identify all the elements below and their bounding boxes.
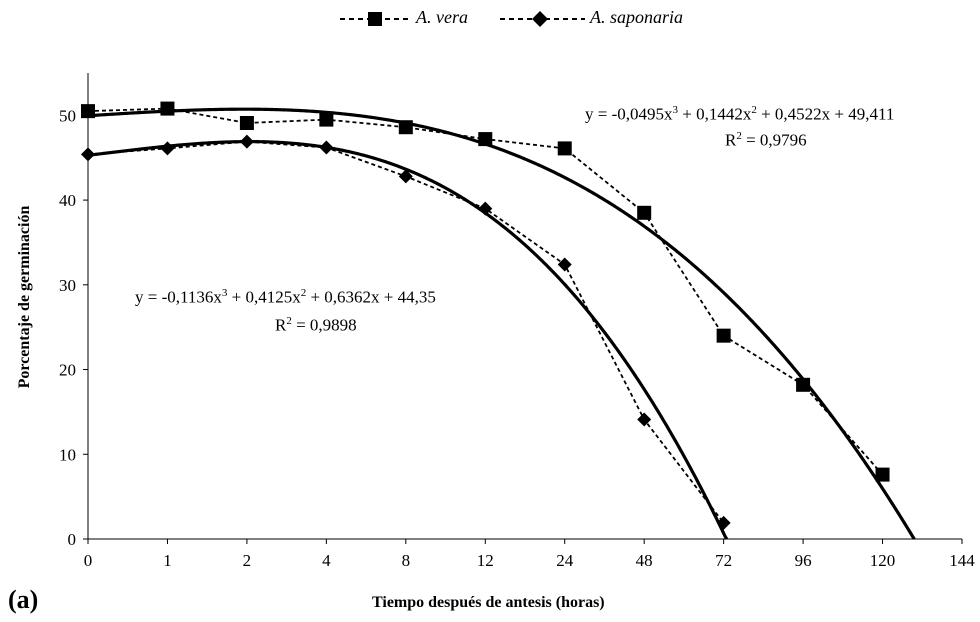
x-tick-label: 72 <box>715 551 732 570</box>
fit-curve-saponaria <box>87 139 729 540</box>
r2-vera: R2 = 0,9796 <box>725 130 807 151</box>
equation-vera-part3: + 0,4522x + 49,411 <box>756 104 895 124</box>
y-tick-label: 0 <box>68 530 77 549</box>
y-tick-label: 40 <box>59 191 76 210</box>
equation-saponaria-sup2: 2 <box>300 287 307 299</box>
x-tick-label: 1 <box>163 551 172 570</box>
point-saponaria <box>478 201 493 216</box>
equation-vera-part2: + 0,1442x <box>678 104 752 124</box>
x-tick-label: 96 <box>795 551 812 570</box>
equation-saponaria-part1: y = -0,1136x <box>135 287 222 307</box>
point-saponaria <box>319 140 334 155</box>
x-tick-label: 4 <box>322 551 331 570</box>
point-vera <box>81 104 95 119</box>
fit-curve-vera <box>87 107 916 540</box>
legend-label-vera: A. vera <box>416 7 468 27</box>
y-tick-label: 30 <box>59 276 76 295</box>
point-saponaria <box>239 134 254 149</box>
point-vera <box>478 132 493 147</box>
point-saponaria <box>398 169 413 184</box>
x-tick-label: 0 <box>84 551 93 570</box>
legend-marker-square <box>368 12 382 26</box>
y-axis-label: Porcentaje de germinación <box>16 205 33 389</box>
panel-label: (a) <box>8 585 39 614</box>
x-tick-label: 48 <box>636 551 653 570</box>
x-tick-label: 8 <box>402 551 411 570</box>
point-vera <box>160 101 175 116</box>
point-vera <box>319 112 334 127</box>
r2-saponaria: R2 = 0,9898 <box>275 315 357 336</box>
fit-curves <box>87 107 916 540</box>
y-tick-label: 10 <box>59 445 76 464</box>
legend-marker-diamond <box>532 11 548 27</box>
point-vera <box>637 205 652 220</box>
r2-vera-value: = 0,9796 <box>741 130 807 150</box>
equation-saponaria-sup3: 3 <box>221 287 228 299</box>
data-series <box>81 101 890 530</box>
r2-vera-label: R <box>725 130 737 150</box>
point-vera <box>557 141 572 156</box>
x-tick-label: 2 <box>243 551 252 570</box>
y-tick-label: 50 <box>59 106 76 125</box>
point-saponaria <box>81 147 95 162</box>
point-vera <box>875 467 890 482</box>
r2-saponaria-label: R <box>275 315 287 335</box>
x-tick-label: 120 <box>870 551 896 570</box>
point-vera <box>796 377 811 392</box>
x-axis-label: Tiempo después de antesis (horas) <box>372 594 605 611</box>
r2-saponaria-value: = 0,9898 <box>291 315 357 335</box>
equation-vera-part1: y = -0,0495x <box>585 104 673 124</box>
point-saponaria <box>637 412 652 427</box>
point-vera <box>716 328 731 343</box>
equation-saponaria: y = -0,1136x3 + 0,4125x2 + 0,6362x + 44,… <box>135 287 436 308</box>
legend: A. vera A. saponaria <box>340 6 700 32</box>
equation-saponaria-part3: + 0,6362x + 44,35 <box>306 287 436 307</box>
y-tick-label: 20 <box>59 361 76 380</box>
point-vera <box>398 120 413 135</box>
x-tick-label: 24 <box>556 551 574 570</box>
point-vera <box>239 115 254 130</box>
r2-saponaria-sup: 2 <box>286 315 292 327</box>
x-tick-label: 12 <box>477 551 494 570</box>
point-saponaria <box>716 515 731 530</box>
equation-saponaria-part2: + 0,4125x <box>227 287 301 307</box>
equation-vera: y = -0,0495x3 + 0,1442x2 + 0,4522x + 49,… <box>585 104 894 125</box>
equation-vera-sup3: 3 <box>672 104 679 116</box>
r2-vera-sup: 2 <box>736 130 742 142</box>
legend-label-saponaria: A. saponaria <box>590 7 684 27</box>
legend-marks <box>340 11 585 27</box>
equation-vera-sup2: 2 <box>751 104 757 116</box>
point-saponaria <box>160 141 175 156</box>
point-saponaria <box>557 257 572 272</box>
x-tick-label: 144 <box>949 551 975 570</box>
